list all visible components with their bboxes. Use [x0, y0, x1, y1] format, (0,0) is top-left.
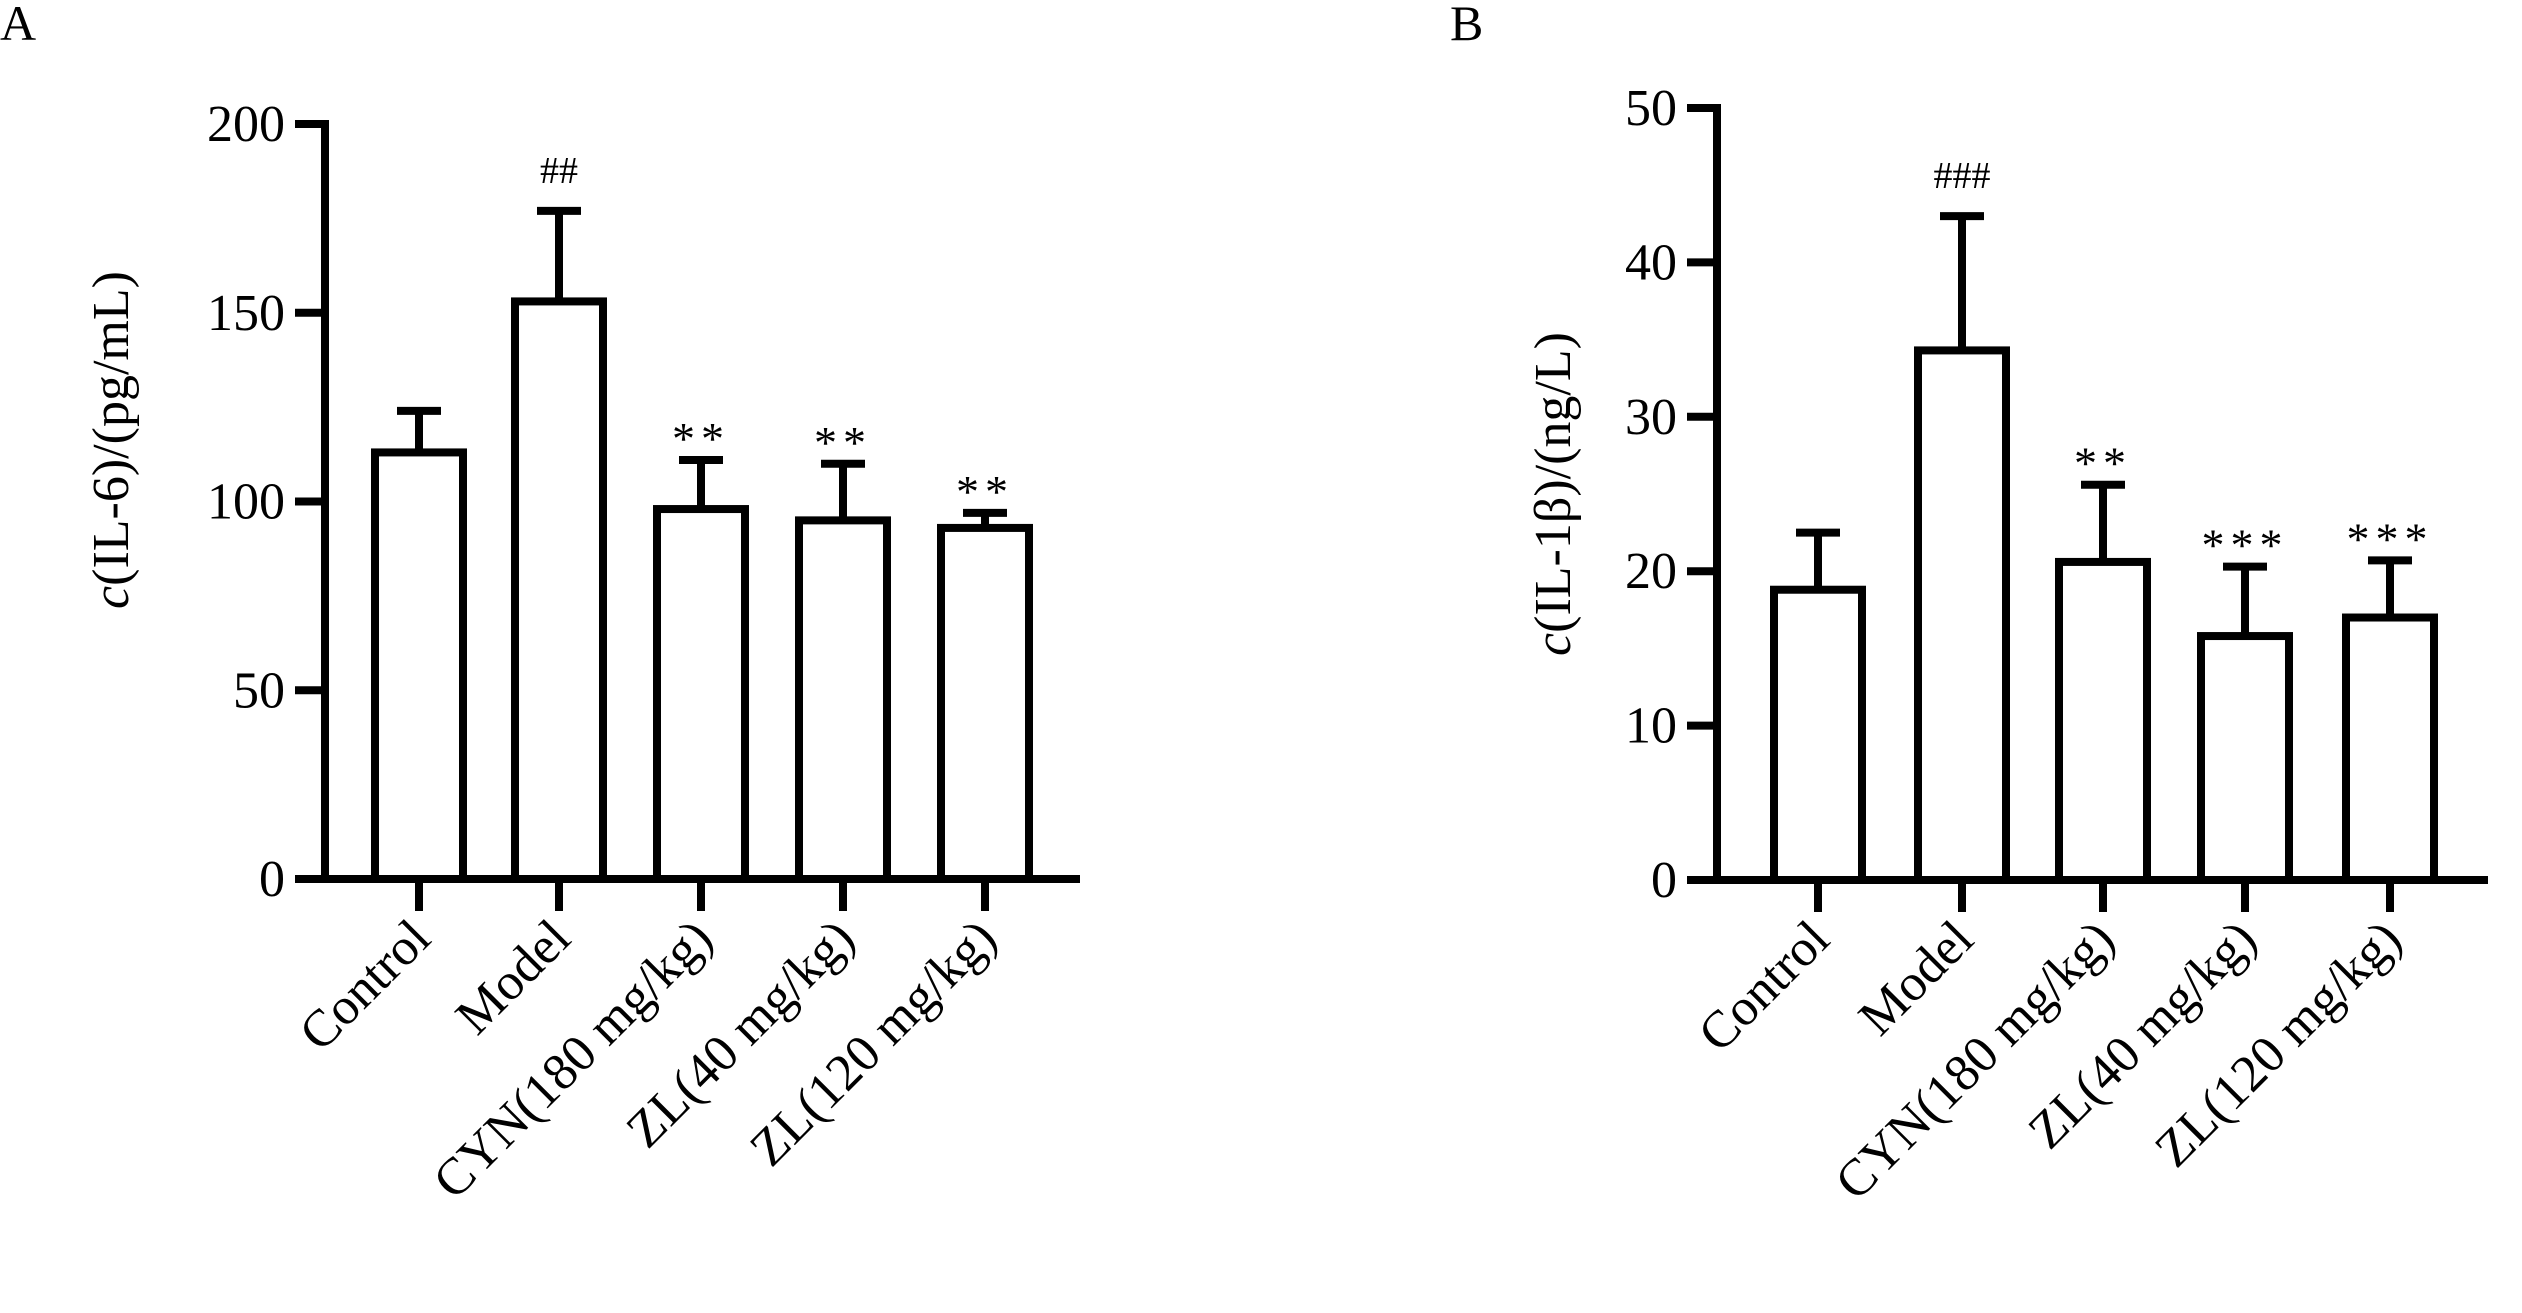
x-tick-label: Control — [289, 909, 442, 1062]
significance-label: *** — [2347, 513, 2434, 564]
bar — [937, 523, 1033, 883]
bar — [511, 297, 607, 883]
x-tick-label: Control — [1688, 910, 1841, 1063]
bar — [2055, 557, 2151, 884]
y-axis-label-text: (IL-6)/(pg/mL) — [83, 271, 140, 586]
panel-label: B — [1450, 0, 1483, 51]
y-tick-label: 20 — [1625, 543, 1677, 600]
y-axis-label-italic: c — [83, 586, 140, 609]
y-axis-label-italic: c — [1525, 633, 1582, 656]
chart-panel-a: A 0 50 100 150 200 c(IL-6)/(pg/mL) Control Model… — [0, 0, 1080, 1210]
significance-label: ## — [540, 150, 578, 192]
significance-label: ** — [956, 466, 1014, 517]
x-tick-label: ZL(120 mg/kg) — [739, 909, 1007, 1177]
y-tick-label: 0 — [259, 851, 285, 908]
y-tick-label: 50 — [233, 662, 285, 719]
y-tick-label: 0 — [1651, 852, 1677, 909]
chart-panel-b: B 0 10 20 30 40 50 c(IL-1β)/(ng/L) Control Model #… — [1450, 0, 2488, 1211]
y-tick-label: 200 — [207, 96, 285, 153]
significance-label: ### — [1934, 155, 1991, 197]
y-axis-label: c(IL-6)/(pg/mL) — [83, 271, 140, 609]
bar — [2197, 632, 2293, 884]
x-tick-label: Model — [1848, 910, 1984, 1046]
y-tick-label: 100 — [207, 474, 285, 531]
bar — [2342, 613, 2438, 885]
y-tick-label: 40 — [1625, 234, 1677, 291]
y-axis-label: c(IL-1β)/(ng/L) — [1525, 332, 1582, 656]
y-tick-label: 30 — [1625, 389, 1677, 446]
significance-label: ** — [814, 417, 872, 468]
bar — [653, 505, 749, 883]
bar — [371, 448, 467, 883]
y-tick-label: 150 — [207, 285, 285, 342]
bar — [1770, 585, 1866, 885]
panel-label: A — [0, 0, 36, 51]
x-tick-label: ZL(120 mg/kg) — [2144, 910, 2412, 1178]
significance-label: ** — [672, 413, 730, 464]
bar — [1914, 346, 2010, 884]
x-tick-label: Model — [445, 909, 581, 1045]
y-tick-label: 50 — [1625, 80, 1677, 137]
y-axis-label-text: (IL-1β)/(ng/L) — [1525, 332, 1582, 633]
significance-label: *** — [2202, 520, 2289, 571]
significance-label: ** — [2074, 438, 2132, 489]
y-tick-label: 10 — [1625, 698, 1677, 755]
bar — [795, 516, 891, 883]
